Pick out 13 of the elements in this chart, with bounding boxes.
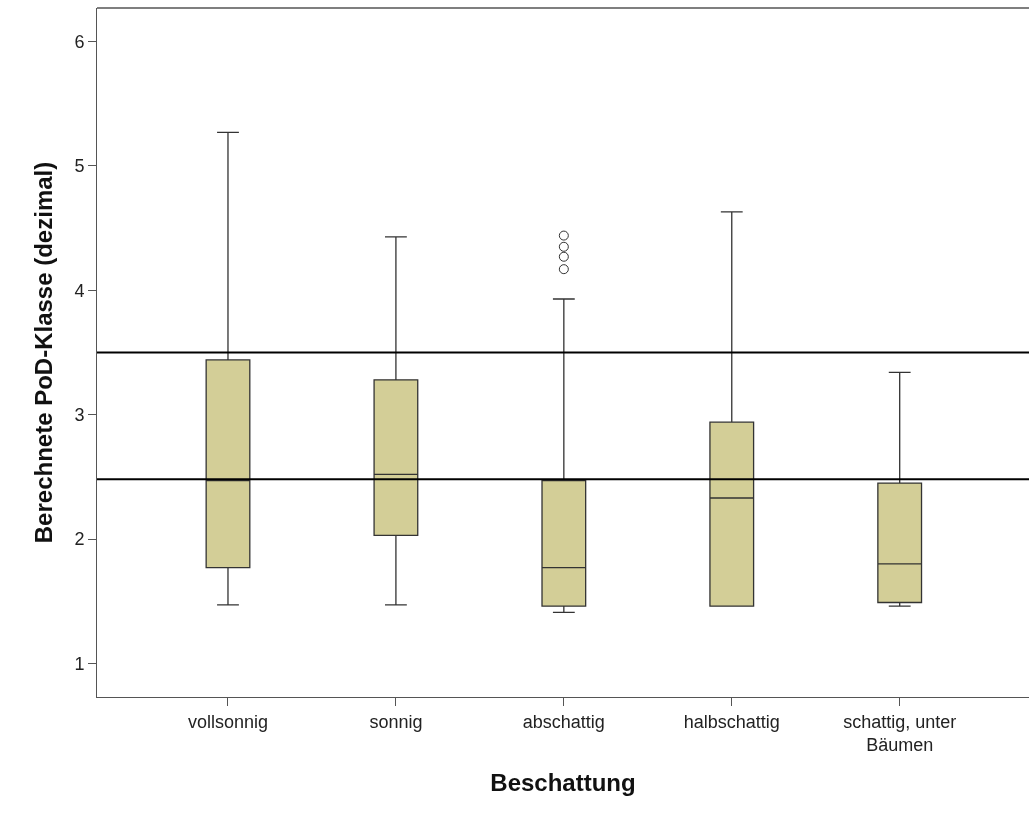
x-tick-label: schattig, unter Bäumen xyxy=(843,711,957,755)
x-axis-title: Beschattung xyxy=(490,769,636,797)
y-tick-label: 2 xyxy=(74,529,85,550)
y-tick-label: 3 xyxy=(74,404,85,425)
x-tick-label: vollsonnig xyxy=(187,711,269,732)
y-tick-label: 4 xyxy=(74,280,85,301)
y-axis-title: Berechnete PoD-Klasse (dezimal) xyxy=(30,161,58,544)
y-tick-label: 6 xyxy=(74,31,85,52)
x-tick-label: sonnig xyxy=(369,711,423,732)
y-tick-label: 1 xyxy=(74,653,85,674)
y-tick-label: 5 xyxy=(74,156,85,177)
x-tick-label: halbschattig xyxy=(683,711,780,732)
x-tick-label: abschattig xyxy=(522,711,605,732)
